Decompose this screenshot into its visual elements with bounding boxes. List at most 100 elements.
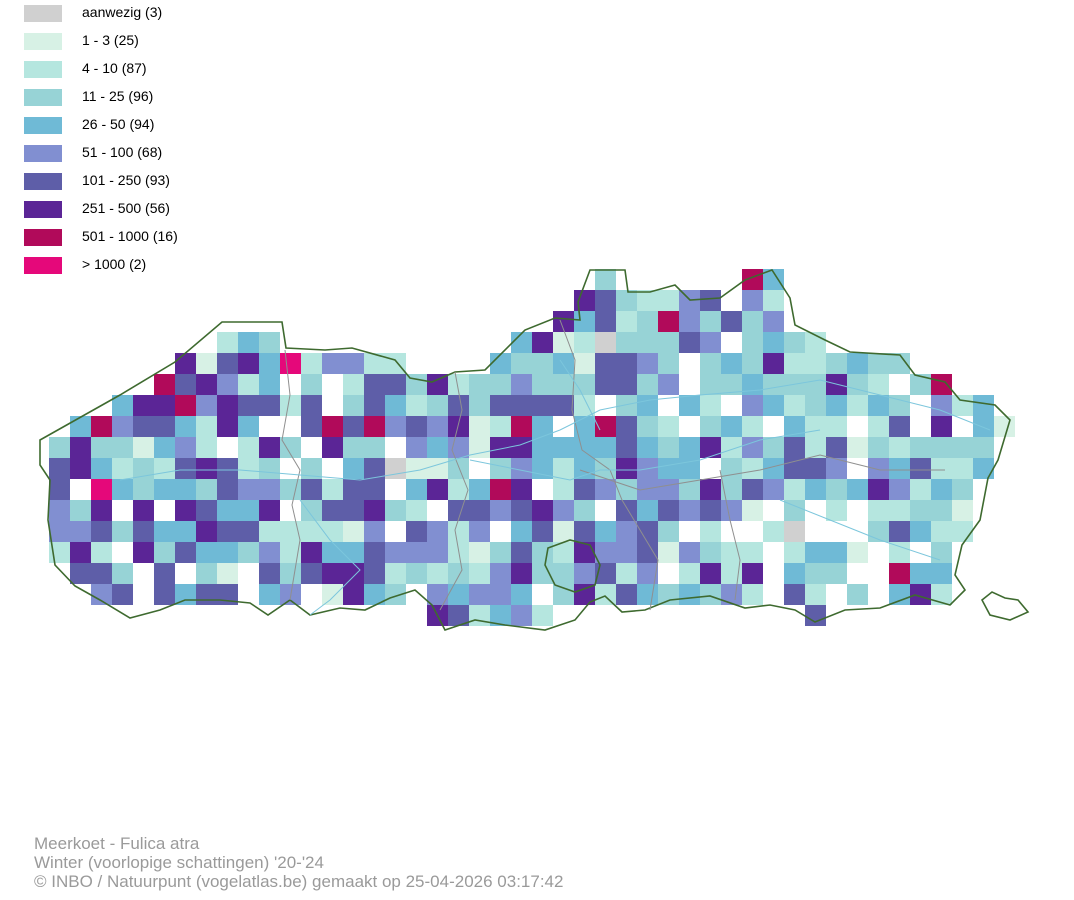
grid-cell [469, 542, 490, 563]
grid-cell [973, 416, 994, 437]
grid-cell [826, 500, 847, 521]
grid-cell [175, 437, 196, 458]
grid-cell [553, 542, 574, 563]
grid-cell [742, 311, 763, 332]
grid-cell [742, 416, 763, 437]
grid-cell [700, 311, 721, 332]
grid-cell [679, 395, 700, 416]
grid-cell [196, 416, 217, 437]
grid-cells-layer [49, 269, 1015, 626]
grid-cell [658, 353, 679, 374]
grid-cell [889, 500, 910, 521]
grid-cell [910, 458, 931, 479]
grid-cell [805, 458, 826, 479]
grid-cell [364, 563, 385, 584]
grid-cell [175, 479, 196, 500]
grid-cell [322, 437, 343, 458]
grid-cell [784, 416, 805, 437]
grid-cell [175, 395, 196, 416]
grid-cell [616, 290, 637, 311]
grid-cell [805, 584, 826, 605]
grid-cell [742, 479, 763, 500]
grid-cell [679, 500, 700, 521]
grid-cell [700, 374, 721, 395]
grid-cell [553, 521, 574, 542]
grid-cell [469, 437, 490, 458]
grid-cell [238, 542, 259, 563]
grid-cell [826, 416, 847, 437]
grid-cell [448, 605, 469, 626]
grid-cell [406, 374, 427, 395]
grid-cell [511, 395, 532, 416]
species-title: Meerkoet - Fulica atra [34, 834, 200, 853]
grid-cell [679, 458, 700, 479]
grid-cell [196, 458, 217, 479]
grid-cell [658, 521, 679, 542]
grid-cell [154, 374, 175, 395]
grid-cell [322, 563, 343, 584]
grid-cell [574, 374, 595, 395]
grid-cell [889, 437, 910, 458]
grid-cell [595, 542, 616, 563]
grid-cell [574, 542, 595, 563]
grid-cell [448, 563, 469, 584]
grid-cell [868, 353, 889, 374]
grid-cell [973, 395, 994, 416]
grid-cell [826, 479, 847, 500]
grid-cell [427, 521, 448, 542]
grid-cell [889, 479, 910, 500]
grid-cell [700, 584, 721, 605]
grid-cell [364, 584, 385, 605]
grid-cell [553, 563, 574, 584]
grid-cell [280, 395, 301, 416]
grid-cell [658, 584, 679, 605]
grid-cell [553, 353, 574, 374]
grid-cell [175, 353, 196, 374]
grid-cell [616, 542, 637, 563]
grid-cell [595, 437, 616, 458]
grid-cell [763, 374, 784, 395]
grid-cell [343, 437, 364, 458]
grid-cell [448, 521, 469, 542]
grid-cell [679, 311, 700, 332]
grid-cell [448, 584, 469, 605]
grid-cell [763, 332, 784, 353]
grid-cell [637, 416, 658, 437]
grid-cell [805, 395, 826, 416]
grid-cell [700, 353, 721, 374]
grid-cell [637, 374, 658, 395]
grid-cell [280, 353, 301, 374]
grid-cell [112, 437, 133, 458]
grid-cell [847, 353, 868, 374]
grid-cell [931, 563, 952, 584]
grid-cell [259, 332, 280, 353]
grid-cell [238, 395, 259, 416]
grid-cell [784, 584, 805, 605]
grid-cell [511, 500, 532, 521]
grid-cell [469, 416, 490, 437]
grid-cell [700, 437, 721, 458]
grid-cell [511, 605, 532, 626]
grid-cell [742, 437, 763, 458]
grid-cell [91, 437, 112, 458]
grid-cell [595, 332, 616, 353]
grid-cell [301, 542, 322, 563]
grid-cell [385, 584, 406, 605]
grid-cell [301, 395, 322, 416]
grid-cell [574, 521, 595, 542]
grid-cell [322, 416, 343, 437]
grid-cell [175, 584, 196, 605]
grid-cell [952, 437, 973, 458]
grid-cell [826, 437, 847, 458]
grid-cell [364, 353, 385, 374]
grid-cell [343, 458, 364, 479]
grid-cell [742, 500, 763, 521]
grid-cell [511, 332, 532, 353]
grid-cell [448, 374, 469, 395]
grid-cell [595, 416, 616, 437]
grid-cell [763, 269, 784, 290]
grid-cell [847, 542, 868, 563]
grid-cell [259, 521, 280, 542]
grid-cell [574, 458, 595, 479]
grid-cell [511, 563, 532, 584]
